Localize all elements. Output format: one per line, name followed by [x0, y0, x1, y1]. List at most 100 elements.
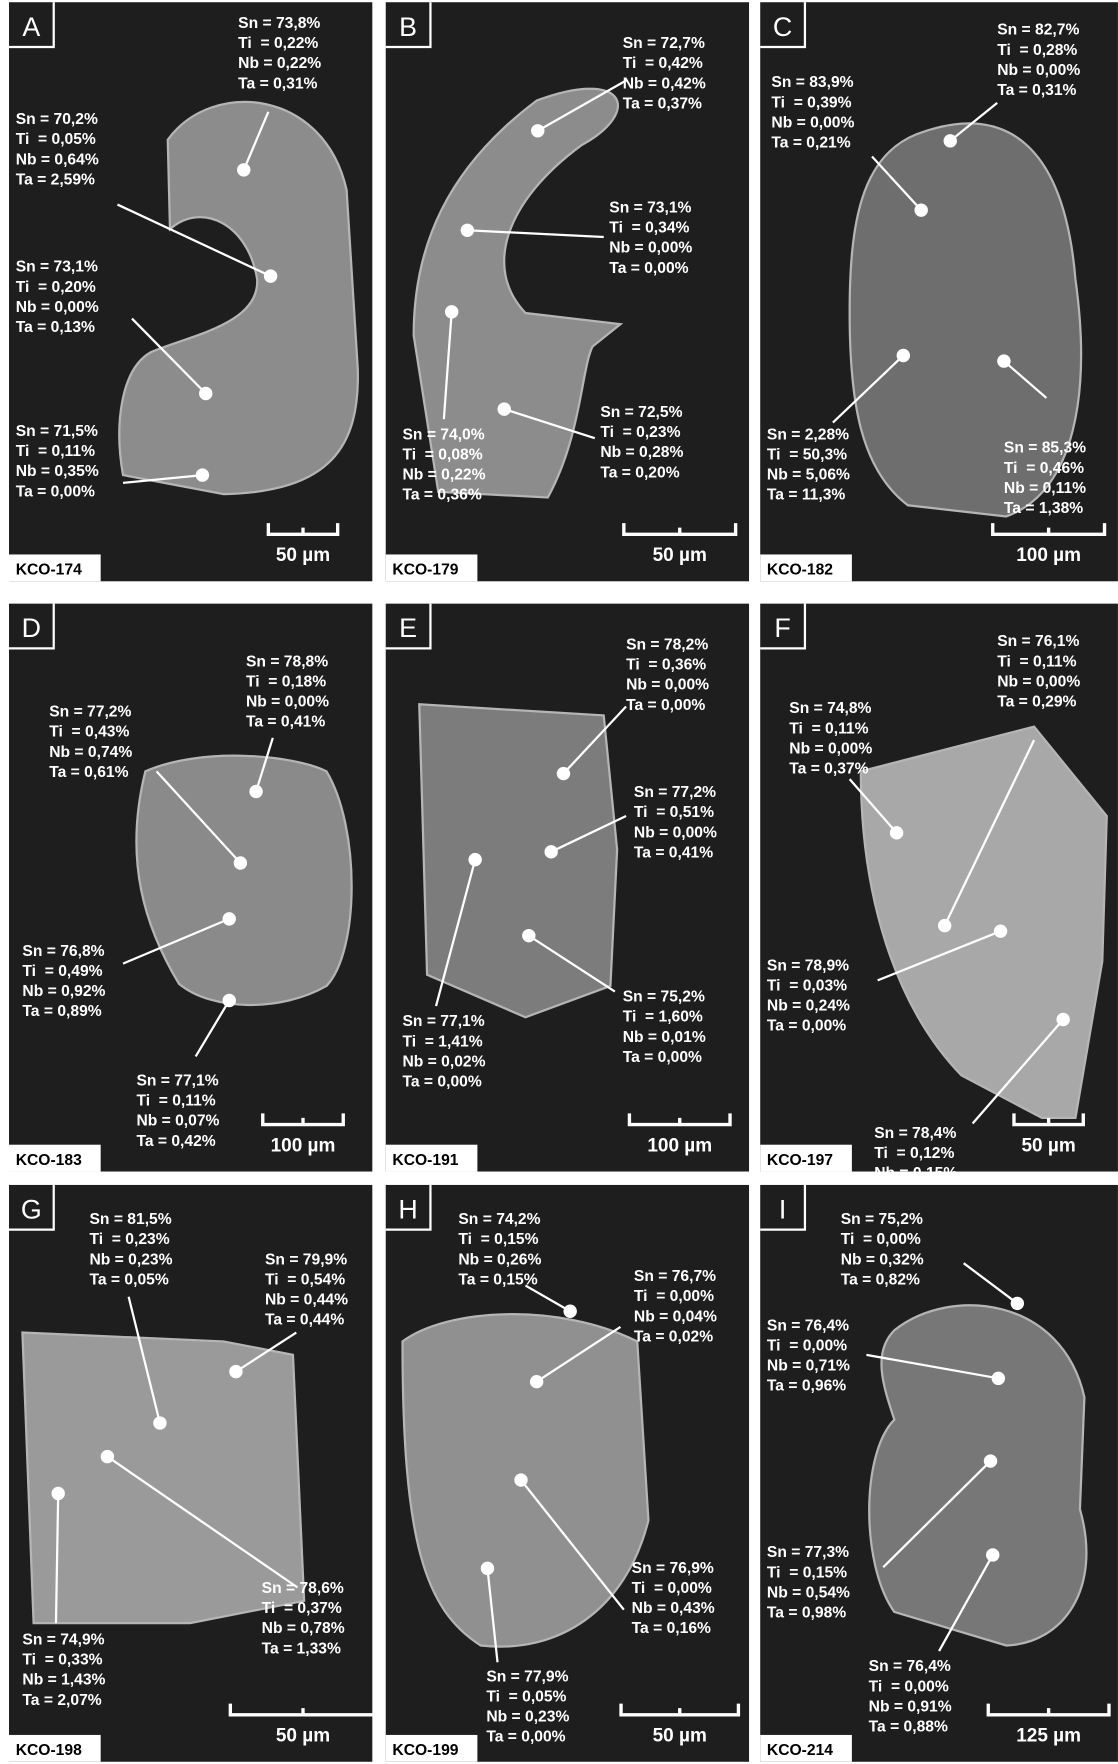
panel-label: D — [22, 613, 41, 643]
panel-label: B — [399, 12, 417, 42]
analysis-text: Ta = 0,13% — [16, 319, 95, 336]
analysis-text: Ti = 0,22% — [238, 35, 318, 52]
analysis-text: Ta = 1,33% — [262, 1640, 341, 1657]
analysis-text: Ti = 0,20% — [16, 279, 96, 296]
analysis-text: Ta = 0,37% — [789, 761, 868, 778]
analysis-text: Ta = 0,41% — [246, 714, 325, 731]
analysis-spot — [986, 1548, 999, 1561]
panel: IKCO-214125 µmSn = 75,2%Ti = 0,00%Nb = 0… — [760, 1185, 1118, 1762]
sample-id: KCO-198 — [16, 1742, 82, 1759]
analysis-text: Sn = 77,1% — [402, 1013, 484, 1030]
analysis-text: Ta = 0,89% — [22, 1003, 101, 1020]
analysis-text: Nb = 0,11% — [1004, 480, 1086, 497]
analysis-spot — [498, 402, 511, 415]
analysis-text: Ti = 0,51% — [634, 804, 714, 821]
analysis-spot — [531, 124, 544, 137]
analysis-text: Sn = 74,8% — [789, 700, 871, 717]
analysis-spot — [890, 826, 903, 839]
analysis-text: Ti = 0,00% — [767, 1337, 847, 1354]
analysis-text: Nb = 0,54% — [767, 1584, 850, 1601]
analysis-text: Ti = 0,03% — [767, 977, 847, 994]
analysis-text: Nb = 0,00% — [609, 240, 692, 257]
analysis-text: Sn = 77,1% — [136, 1072, 218, 1089]
analysis-text: Nb = 0,00% — [626, 677, 709, 694]
analysis-text: Nb = 0,00% — [997, 62, 1080, 79]
grain — [850, 123, 1081, 516]
analysis-text: Sn = 76,1% — [997, 633, 1079, 650]
analysis-text: Nb = 0,71% — [767, 1358, 850, 1375]
analysis-text: Nb = 0,04% — [634, 1308, 717, 1325]
analysis-spot — [51, 1487, 64, 1500]
analysis-text: Ta = 0,61% — [49, 764, 128, 781]
analysis-text: Ti = 0,18% — [246, 673, 326, 690]
analysis-text: Ti = 0,37% — [262, 1600, 342, 1617]
panel-label: E — [399, 613, 417, 643]
analysis-text: Nb = 0,23% — [89, 1251, 172, 1268]
analysis-text: Ti = 0,28% — [997, 42, 1077, 59]
analysis-spot — [992, 1372, 1005, 1385]
analysis-text: Nb = 0,28% — [600, 444, 683, 461]
analysis-text: Ta = 0,37% — [623, 95, 702, 112]
grain — [869, 1305, 1086, 1645]
analysis-text: Sn = 70,2% — [16, 111, 98, 128]
scale-label: 50 µm — [276, 545, 330, 566]
analysis-text: Ta = 0,88% — [869, 1719, 948, 1736]
analysis-text: Sn = 77,3% — [767, 1544, 849, 1561]
analysis-text: Sn = 76,9% — [632, 1560, 714, 1577]
analysis-spot — [557, 767, 570, 780]
analysis-text: Ta = 0,00% — [402, 1074, 481, 1091]
panel: EKCO-191100 µmSn = 78,2%Ti = 0,36%Nb = 0… — [386, 604, 749, 1172]
analysis-text: Nb = 0,92% — [22, 983, 105, 1000]
scale-label: 100 µm — [271, 1135, 336, 1156]
analysis-spot — [264, 269, 277, 282]
panel-label: G — [21, 1194, 42, 1224]
analysis-text: Nb = 0,74% — [49, 744, 132, 761]
analysis-text: Ta = 0,00% — [16, 483, 95, 500]
analysis-spot — [234, 856, 247, 869]
analysis-text: Nb = 0,78% — [262, 1620, 345, 1637]
analysis-text: Ta = 0,15% — [458, 1271, 537, 1288]
analysis-text: Ti = 0,00% — [841, 1231, 921, 1248]
scale-label: 50 µm — [653, 1726, 707, 1747]
analysis-text: Ta = 0,36% — [402, 487, 481, 504]
analysis-text: Sn = 75,2% — [623, 989, 705, 1006]
analysis-text: Sn = 74,2% — [458, 1211, 540, 1228]
analysis-spot — [563, 1305, 576, 1318]
scale-label: 50 µm — [1021, 1135, 1075, 1156]
analysis-text: Ti = 0,11% — [136, 1093, 215, 1110]
panel-label: F — [774, 613, 790, 643]
analysis-text: Sn = 78,8% — [246, 653, 328, 670]
analysis-text: Sn = 72,7% — [623, 35, 705, 52]
analysis-text: Sn = 77,2% — [49, 704, 131, 721]
analysis-text: Sn = 78,9% — [767, 957, 849, 974]
analysis-text: Nb = 0,15% — [874, 1165, 957, 1182]
analysis-text: Ti = 0,12% — [874, 1145, 954, 1162]
analysis-text: Sn = 81,5% — [89, 1211, 171, 1228]
analysis-text: Ti = 0,43% — [49, 724, 129, 741]
scale-label: 100 µm — [647, 1135, 712, 1156]
analysis-text: Ta = 0,31% — [238, 75, 317, 92]
analysis-text: Ta = 0,98% — [767, 1605, 846, 1622]
analysis-text: Ta = 0,02% — [634, 1328, 713, 1345]
analysis-spot — [153, 1416, 166, 1429]
analysis-text: Nb = 0,26% — [458, 1251, 541, 1268]
analysis-text: Sn = 74,0% — [402, 426, 484, 443]
analysis-spot — [461, 224, 474, 237]
analysis-spot — [223, 912, 236, 925]
analysis-text: Ti = 0,15% — [767, 1564, 847, 1581]
analysis-text: Ta = 0,44% — [265, 1312, 344, 1329]
analysis-spot — [199, 387, 212, 400]
analysis-text: Nb = 0,00% — [634, 824, 717, 841]
analysis-text: Nb = 0,35% — [16, 463, 99, 480]
analysis-text: Nb = 0,22% — [238, 55, 321, 72]
analysis-text: Nb = 0,00% — [789, 740, 872, 757]
panel: BKCO-17950 µmSn = 72,7%Ti = 0,42%Nb = 0,… — [386, 2, 749, 581]
analysis-text: Ti = 0,11% — [789, 720, 868, 737]
analysis-text: Ti = 0,42% — [623, 55, 703, 72]
analysis-spot — [249, 785, 262, 798]
analysis-text: Sn = 73,1% — [16, 259, 98, 276]
analysis-text: Ta = 0,96% — [767, 1378, 846, 1395]
analysis-text: Ta = 0,00% — [767, 1018, 846, 1035]
